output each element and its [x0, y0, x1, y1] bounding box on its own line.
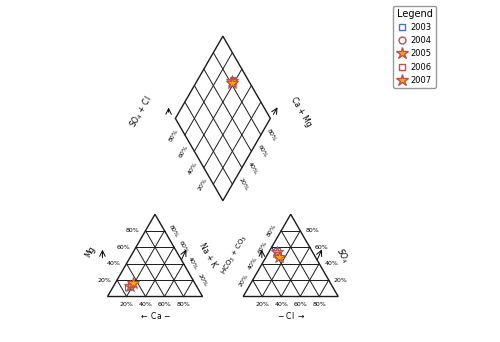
Text: 20%: 20%: [97, 278, 111, 282]
Text: 60%: 60%: [315, 245, 328, 250]
Text: 40%: 40%: [324, 261, 338, 266]
Text: 40%: 40%: [248, 256, 259, 271]
Text: Na + K: Na + K: [198, 241, 218, 269]
Text: 40%: 40%: [247, 160, 258, 175]
Text: $-$ Cl $\rightarrow$: $-$ Cl $\rightarrow$: [276, 310, 305, 321]
Text: SO$_4$ + Cl: SO$_4$ + Cl: [127, 93, 155, 130]
Text: Ca + Mg: Ca + Mg: [289, 95, 313, 128]
Text: 60%: 60%: [256, 144, 268, 159]
Text: 60%: 60%: [294, 302, 307, 306]
Text: 80%: 80%: [168, 128, 180, 142]
Legend: 2003, 2004, 2005, 2006, 2007: 2003, 2004, 2005, 2006, 2007: [394, 5, 436, 88]
Text: 80%: 80%: [306, 228, 319, 233]
Text: 80%: 80%: [312, 302, 326, 306]
Text: 80%: 80%: [266, 224, 278, 238]
Text: 80%: 80%: [176, 302, 190, 306]
Text: 20%: 20%: [256, 302, 269, 306]
Text: 60%: 60%: [158, 302, 172, 306]
Text: HCO$_3$ + CO$_3$: HCO$_3$ + CO$_3$: [219, 234, 250, 277]
Text: 60%: 60%: [257, 240, 268, 254]
Text: 40%: 40%: [138, 302, 152, 306]
Text: 40%: 40%: [187, 256, 198, 271]
Text: 20%: 20%: [120, 302, 134, 306]
Text: 80%: 80%: [266, 128, 277, 142]
Text: 40%: 40%: [106, 261, 120, 266]
Text: 60%: 60%: [178, 144, 190, 159]
Text: 60%: 60%: [116, 245, 130, 250]
Text: $SO_4$: $SO_4$: [333, 245, 352, 265]
Text: $\leftarrow$ Ca $-$: $\leftarrow$ Ca $-$: [139, 310, 171, 321]
Text: Mg: Mg: [84, 245, 98, 259]
Text: 20%: 20%: [197, 177, 208, 192]
Text: 60%: 60%: [178, 240, 188, 254]
Text: 20%: 20%: [238, 177, 248, 192]
Text: 40%: 40%: [274, 302, 288, 306]
Text: 40%: 40%: [188, 160, 199, 175]
Text: 20%: 20%: [334, 278, 347, 282]
Text: 20%: 20%: [196, 273, 207, 287]
Text: 20%: 20%: [238, 273, 250, 287]
Text: 80%: 80%: [126, 228, 140, 233]
Text: 80%: 80%: [168, 224, 179, 238]
